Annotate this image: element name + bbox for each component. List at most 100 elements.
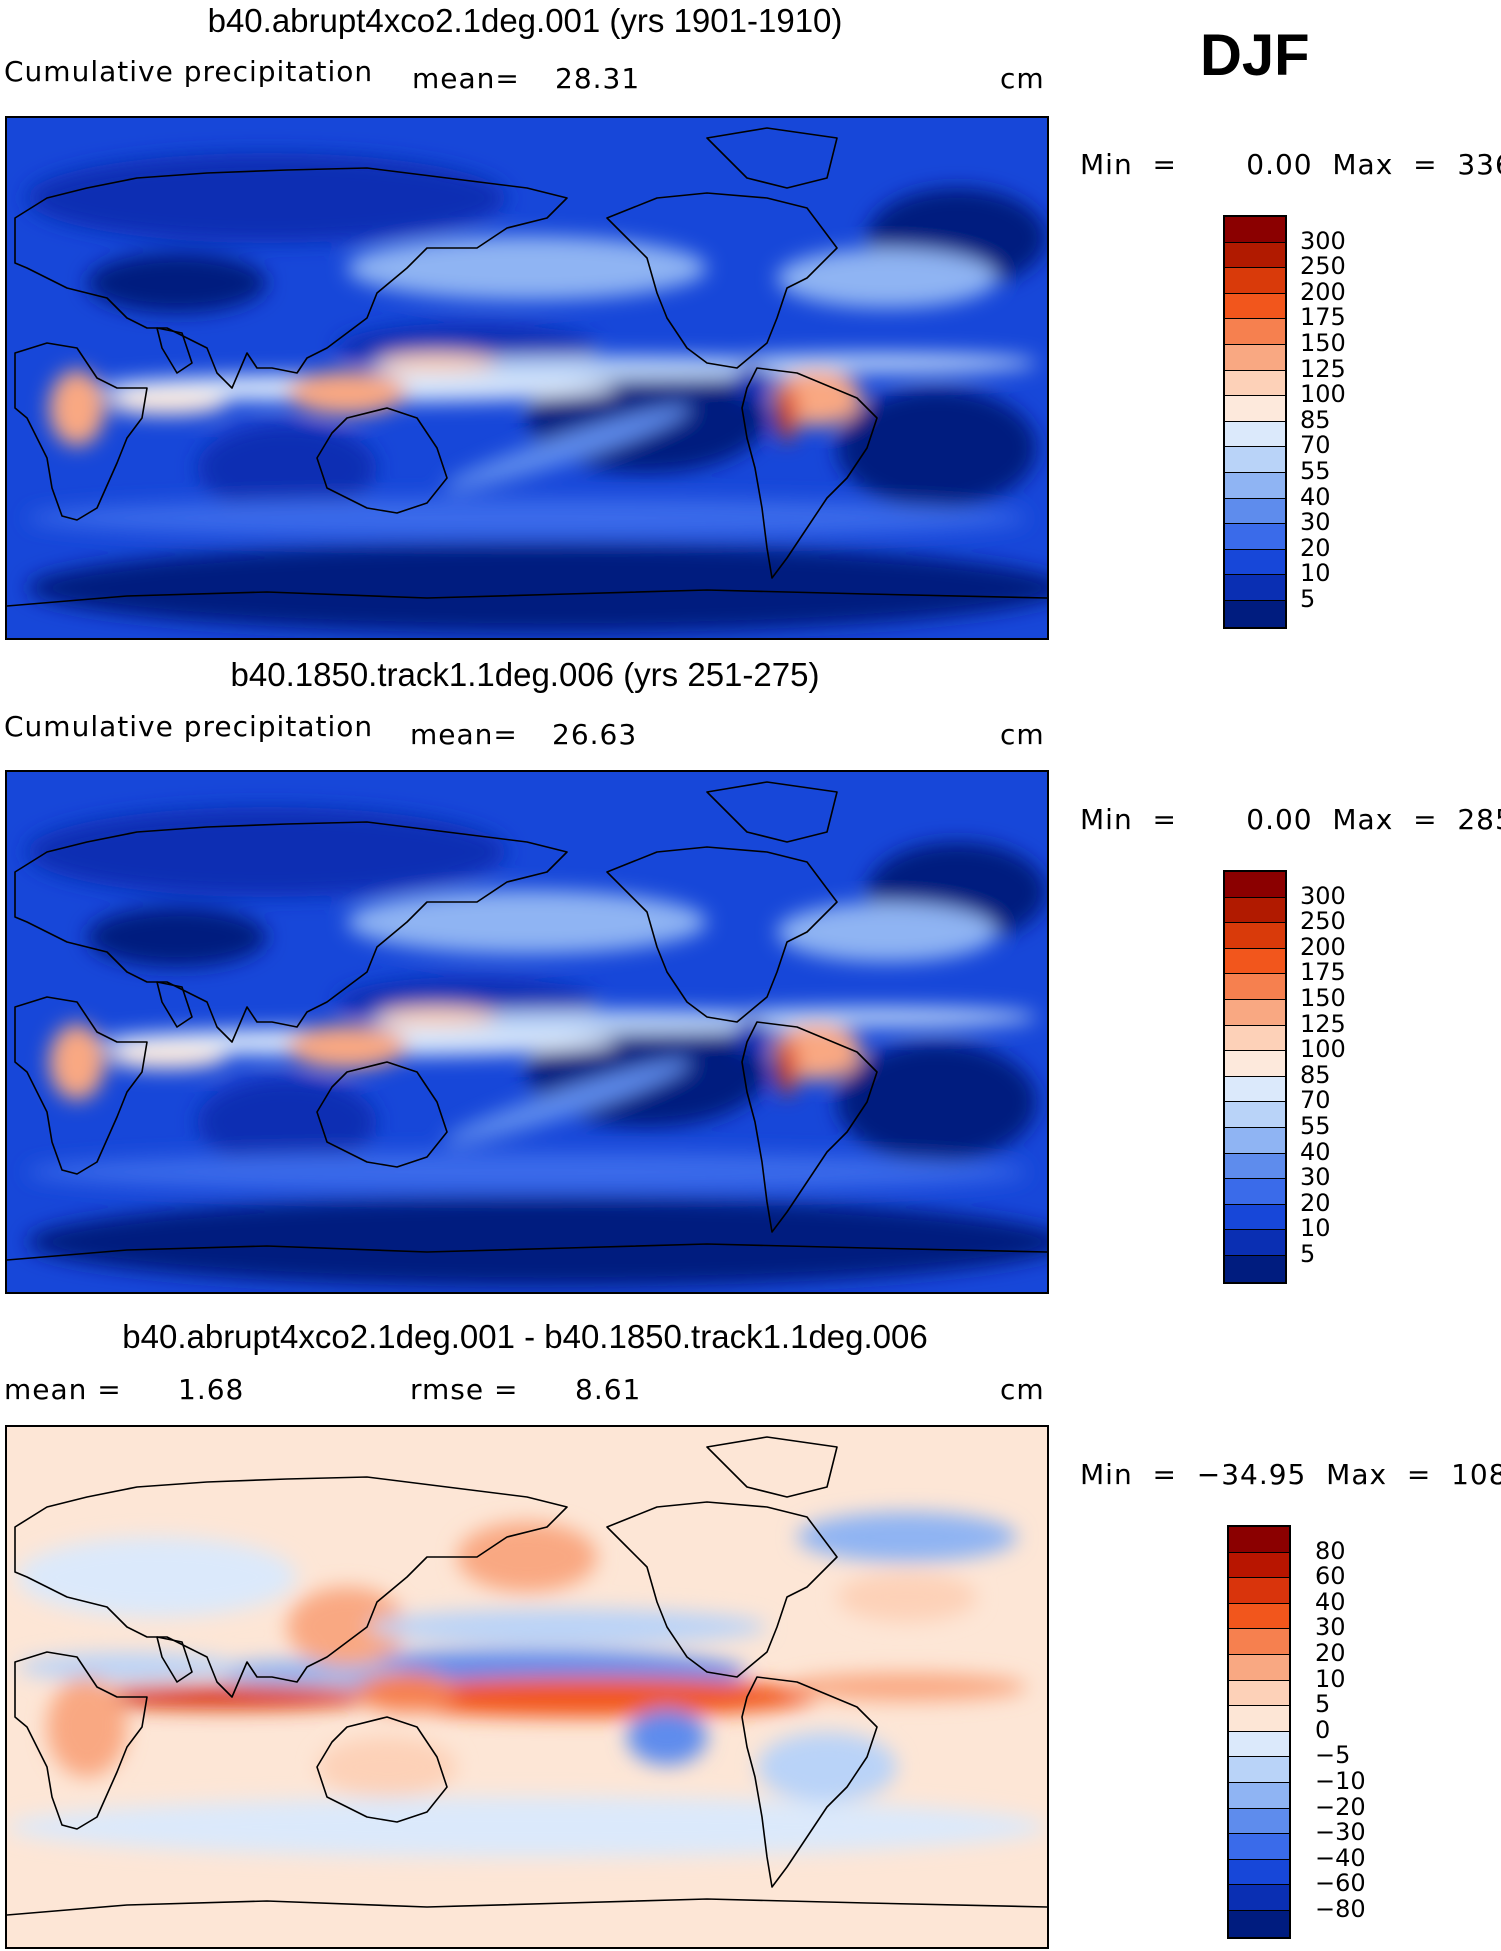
colorbar-tick-label: 70 [1300, 431, 1331, 460]
colorbar-swatch [1229, 1885, 1289, 1911]
colorbar-tick-label: −60 [1315, 1869, 1366, 1898]
field-contour [87, 907, 267, 967]
colorbar-tick-label: 30 [1315, 1613, 1346, 1642]
map-plot [7, 1427, 1047, 1947]
field-contour [107, 391, 227, 415]
colorbar-tick-label: −10 [1315, 1767, 1366, 1795]
colorbar-swatch [1225, 999, 1285, 1026]
field-contour [107, 1045, 227, 1069]
panel-3-title: b40.abrupt4xco2.1deg.001 - b40.1850.trac… [122, 1318, 928, 1355]
coastline [7, 1243, 1047, 1261]
panel-1-title: b40.abrupt4xco2.1deg.001 (yrs 1901-1910) [207, 2, 843, 39]
colorbar-swatch [1225, 344, 1285, 371]
colorbar-swatch [1225, 472, 1285, 499]
colorbar-swatch [1229, 1527, 1289, 1553]
colorbar-swatch [1225, 217, 1285, 243]
panel-1-unit: cm [1000, 62, 1045, 95]
colorbar-swatch [1229, 1629, 1289, 1655]
panel-3-rmse-value: 8.61 [575, 1373, 642, 1406]
field-contour [47, 1677, 127, 1777]
colorbar-swatch [1225, 549, 1285, 576]
colorbar-swatch [1229, 1834, 1289, 1860]
panel-1-map [5, 116, 1049, 640]
panel-2-variable-label: Cumulative precipitation [4, 710, 374, 743]
field-contour [777, 385, 797, 441]
coastline [14, 167, 568, 389]
coastline [7, 589, 1047, 607]
panel-1-variable-label: Cumulative precipitation [4, 55, 374, 88]
colorbar-tick-label: 5 [1300, 1240, 1316, 1268]
coastline [316, 407, 448, 514]
colorbar-swatch [1225, 1102, 1285, 1128]
colorbar-tick-label: 300 [1300, 226, 1346, 255]
colorbar-swatch [1225, 1204, 1285, 1231]
colorbar-tick-label: 55 [1300, 457, 1331, 485]
colorbar-tick-label: 10 [1300, 1214, 1331, 1243]
field-contour [357, 1672, 457, 1712]
colorbar-tick-label: 85 [1300, 1060, 1331, 1089]
field-contour [757, 1732, 897, 1802]
colorbar-swatch [1225, 1127, 1285, 1154]
colorbar-swatch [1229, 1654, 1289, 1681]
colorbar-tick-label: 10 [1300, 559, 1331, 588]
colorbar-swatch [1225, 600, 1285, 627]
colorbar-tick-label: 300 [1300, 881, 1346, 910]
field-contour [317, 1737, 457, 1797]
colorbar-swatch [1229, 1731, 1289, 1758]
coastline [606, 192, 838, 369]
colorbar-swatch [1225, 370, 1285, 397]
coastline [156, 1636, 193, 1683]
field-contour [27, 1197, 1047, 1287]
season-label: DJF [1200, 23, 1310, 88]
colorbar-swatch [1225, 1076, 1285, 1103]
coastline [606, 1501, 838, 1678]
field-contour [443, 405, 691, 491]
panel-2-mean-value: 26.63 [552, 718, 638, 751]
colorbar-swatch [1225, 872, 1285, 898]
coastline [7, 1898, 1047, 1916]
field-contour [837, 1572, 977, 1622]
colorbar-swatch [1225, 524, 1285, 550]
colorbar-tick-label: −30 [1315, 1818, 1366, 1847]
colorbar-swatch [1229, 1910, 1289, 1937]
colorbar-swatch [1225, 447, 1285, 473]
colorbar-tick-label: 150 [1300, 329, 1346, 357]
field-contour [377, 353, 497, 373]
colorbar-tick-label: 125 [1300, 354, 1346, 383]
colorbar-swatch [1225, 1051, 1285, 1077]
panel-3-unit: cm [1000, 1373, 1045, 1406]
field-contour [443, 1059, 691, 1145]
field-contour [49, 1024, 105, 1100]
colorbar-tick-label: 10 [1315, 1664, 1346, 1693]
field-contour [17, 1653, 237, 1681]
panel-3-colorbar [1227, 1525, 1291, 1939]
colorbar-swatch [1229, 1757, 1289, 1783]
panel-2-unit: cm [1000, 718, 1045, 751]
panel-2-mean-label: mean= [410, 718, 518, 751]
colorbar-tick-label: 20 [1300, 1188, 1331, 1217]
colorbar-swatch [1225, 242, 1285, 269]
field-contour [777, 248, 997, 308]
colorbar-swatch [1229, 1680, 1289, 1707]
field-contour [49, 370, 105, 446]
colorbar-tick-label: 175 [1300, 958, 1346, 987]
colorbar-swatch [1225, 1179, 1285, 1205]
colorbar-swatch [1229, 1603, 1289, 1630]
field-contour [347, 236, 707, 300]
colorbar-tick-label: 40 [1300, 482, 1331, 511]
panel-1-colorbar [1223, 215, 1287, 629]
colorbar-tick-label: 30 [1300, 1163, 1331, 1192]
panel-2-colorbar [1223, 870, 1287, 1284]
colorbar-tick-label: 85 [1300, 405, 1331, 434]
colorbar-swatch [1225, 498, 1285, 525]
coastline [741, 1021, 878, 1233]
panel-3-map [5, 1425, 1049, 1949]
field-contour [27, 543, 1047, 633]
field-contour [777, 1039, 797, 1095]
colorbar-tick-label: 100 [1300, 1035, 1346, 1064]
colorbar-tick-label: 200 [1300, 277, 1346, 306]
field-contour [77, 1685, 377, 1709]
colorbar-tick-label: 55 [1300, 1112, 1331, 1140]
panel-1-minmax: Min = 0.00 Max = 336.60 [1080, 148, 1501, 181]
colorbar-tick-label: 40 [1315, 1587, 1346, 1616]
